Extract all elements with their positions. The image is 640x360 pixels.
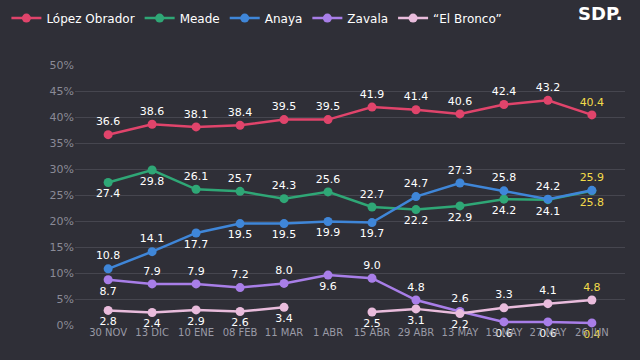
svg-text:Anaya: Anaya: [265, 12, 303, 26]
svg-text:26.1: 26.1: [184, 170, 209, 183]
svg-text:4.1: 4.1: [539, 284, 557, 297]
svg-text:19.9: 19.9: [316, 226, 341, 239]
svg-text:35%: 35%: [50, 137, 74, 150]
svg-text:7.9: 7.9: [143, 265, 161, 278]
svg-text:22.2: 22.2: [404, 214, 429, 227]
svg-text:17.7: 17.7: [184, 238, 209, 251]
svg-text:1 ABR: 1 ABR: [313, 327, 343, 338]
svg-text:36.6: 36.6: [96, 115, 121, 128]
svg-text:8.0: 8.0: [275, 264, 293, 277]
svg-text:13 MAY: 13 MAY: [442, 327, 480, 338]
svg-text:2.6: 2.6: [451, 292, 469, 305]
svg-text:4.8: 4.8: [407, 281, 425, 294]
svg-text:25.8: 25.8: [492, 171, 517, 184]
svg-text:10%: 10%: [50, 267, 74, 280]
svg-text:38.1: 38.1: [184, 108, 209, 121]
svg-text:27.3: 27.3: [448, 164, 473, 177]
svg-text:39.5: 39.5: [272, 100, 297, 113]
svg-text:40%: 40%: [50, 111, 74, 124]
svg-text:38.6: 38.6: [140, 105, 165, 118]
svg-text:3.4: 3.4: [275, 312, 293, 325]
svg-text:3.3: 3.3: [495, 288, 513, 301]
svg-text:0.4: 0.4: [583, 328, 601, 341]
svg-text:11 MAR: 11 MAR: [265, 327, 303, 338]
svg-text:24.3: 24.3: [272, 179, 297, 192]
svg-text:22.9: 22.9: [448, 211, 473, 224]
svg-text:López Obrador: López Obrador: [46, 12, 134, 26]
svg-text:2.6: 2.6: [231, 316, 249, 329]
svg-text:29.8: 29.8: [140, 175, 165, 188]
svg-text:43.2: 43.2: [536, 81, 561, 94]
svg-text:7.9: 7.9: [187, 265, 205, 278]
svg-text:50%: 50%: [50, 59, 74, 72]
svg-text:30%: 30%: [50, 163, 74, 176]
svg-text:08 FEB: 08 FEB: [223, 327, 258, 338]
svg-text:0.6: 0.6: [495, 327, 513, 340]
svg-text:24.7: 24.7: [404, 177, 429, 190]
svg-text:“El Bronco”: “El Bronco”: [433, 12, 502, 26]
svg-text:24.2: 24.2: [536, 180, 561, 193]
svg-text:42.4: 42.4: [492, 85, 517, 98]
svg-text:24.2: 24.2: [492, 204, 517, 217]
svg-text:5%: 5%: [57, 293, 74, 306]
svg-text:19.5: 19.5: [272, 228, 297, 241]
svg-text:SDP.: SDP.: [578, 3, 623, 24]
svg-text:7.2: 7.2: [231, 268, 249, 281]
svg-text:2.2: 2.2: [451, 318, 469, 331]
svg-text:2.4: 2.4: [143, 317, 161, 330]
svg-text:39.5: 39.5: [316, 100, 341, 113]
svg-text:19.7: 19.7: [360, 227, 385, 240]
svg-text:2.9: 2.9: [187, 315, 205, 328]
svg-text:25.9: 25.9: [580, 171, 605, 184]
svg-text:25.7: 25.7: [228, 172, 253, 185]
svg-text:41.9: 41.9: [360, 88, 385, 101]
svg-text:25.6: 25.6: [316, 173, 341, 186]
svg-text:25.8: 25.8: [580, 196, 605, 209]
svg-text:41.4: 41.4: [404, 90, 429, 103]
svg-text:10.8: 10.8: [96, 249, 121, 262]
svg-text:19.5: 19.5: [228, 228, 253, 241]
svg-text:9.0: 9.0: [363, 259, 381, 272]
svg-text:10 ENE: 10 ENE: [178, 327, 214, 338]
svg-text:29 ABR: 29 ABR: [398, 327, 435, 338]
svg-text:15 ABR: 15 ABR: [354, 327, 391, 338]
svg-text:2.5: 2.5: [363, 317, 381, 330]
svg-text:24.1: 24.1: [536, 205, 561, 218]
svg-text:27 MAY: 27 MAY: [530, 327, 568, 338]
svg-text:4.8: 4.8: [583, 281, 601, 294]
svg-text:27.4: 27.4: [96, 187, 121, 200]
svg-text:Meade: Meade: [180, 12, 220, 26]
svg-text:15%: 15%: [50, 241, 74, 254]
svg-text:14.1: 14.1: [140, 232, 165, 245]
svg-text:22.7: 22.7: [360, 188, 385, 201]
svg-text:30 NOV: 30 NOV: [89, 327, 127, 338]
svg-text:0.6: 0.6: [539, 327, 557, 340]
svg-text:3.1: 3.1: [407, 314, 425, 327]
svg-text:38.4: 38.4: [228, 106, 253, 119]
svg-text:40.6: 40.6: [448, 95, 473, 108]
svg-text:20%: 20%: [50, 215, 74, 228]
svg-text:13 DIC: 13 DIC: [135, 327, 169, 338]
svg-text:19 MAY: 19 MAY: [486, 327, 524, 338]
svg-text:25%: 25%: [50, 189, 74, 202]
svg-text:8.7: 8.7: [99, 285, 117, 298]
svg-text:0%: 0%: [57, 319, 74, 332]
svg-text:26 JUN: 26 JUN: [575, 327, 609, 338]
svg-text:2.8: 2.8: [99, 315, 117, 328]
svg-text:9.6: 9.6: [319, 280, 337, 293]
svg-text:40.4: 40.4: [580, 96, 605, 109]
svg-text:45%: 45%: [50, 85, 74, 98]
svg-text:Zavala: Zavala: [347, 12, 388, 26]
